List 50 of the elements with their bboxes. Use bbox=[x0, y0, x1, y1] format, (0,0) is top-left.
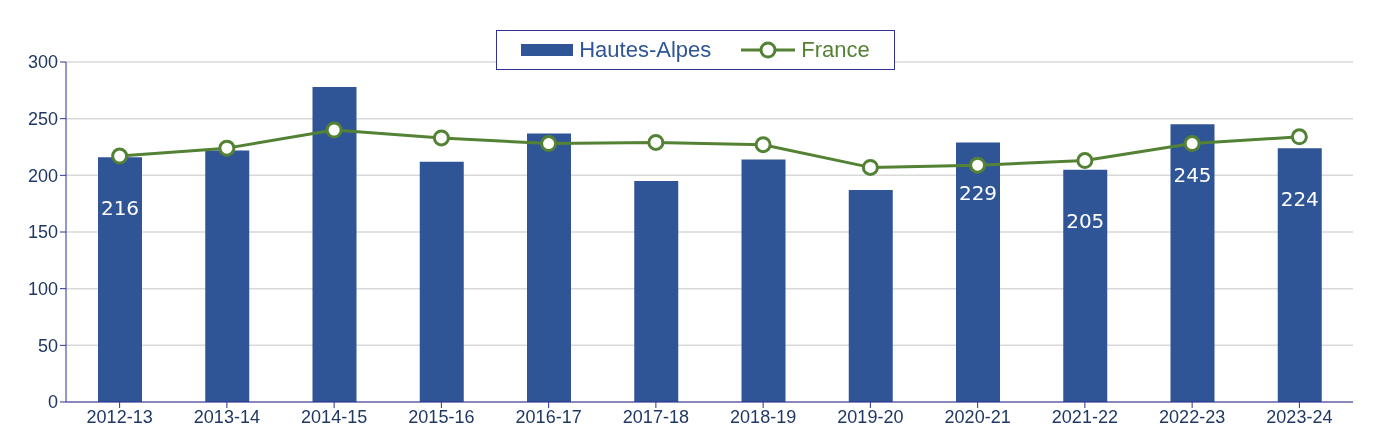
data-label: 245 bbox=[1173, 163, 1212, 188]
point bbox=[969, 156, 987, 174]
data-label: 216 bbox=[100, 196, 140, 221]
bar bbox=[634, 181, 679, 402]
data-label: 224 bbox=[1280, 187, 1319, 212]
x-tick-label: 2015-16 bbox=[408, 406, 475, 427]
bar bbox=[205, 150, 250, 402]
y-tick-label: 150 bbox=[27, 222, 58, 243]
x-tick-label: 2017-18 bbox=[622, 406, 689, 427]
bar bbox=[312, 86, 357, 402]
y-tick-label: 50 bbox=[37, 335, 58, 356]
x-tick-label: 2016-17 bbox=[515, 406, 582, 427]
x-tick-label: 2019-20 bbox=[837, 406, 904, 427]
legend-label: France bbox=[801, 37, 870, 63]
x-tick-label: 2013-14 bbox=[193, 406, 260, 427]
bar bbox=[1063, 169, 1108, 402]
point bbox=[111, 147, 129, 165]
point bbox=[1076, 152, 1094, 170]
point bbox=[1183, 135, 1201, 153]
bar bbox=[741, 159, 786, 402]
x-tick-label: 2023-24 bbox=[1266, 406, 1333, 427]
x-tick-label: 2012-13 bbox=[86, 406, 153, 427]
bar bbox=[527, 133, 571, 402]
x-tick-label: 2020-21 bbox=[944, 406, 1011, 427]
point bbox=[432, 129, 450, 147]
point bbox=[754, 136, 772, 154]
y-tick-label: 300 bbox=[27, 52, 58, 73]
x-tick-label: 2021-22 bbox=[1051, 406, 1118, 427]
data-label: 205 bbox=[1066, 208, 1105, 233]
x-tick-label: 2018-19 bbox=[730, 406, 797, 427]
data-label: 229 bbox=[958, 181, 998, 206]
point bbox=[861, 158, 879, 176]
legend-label: Hautes-Alpes bbox=[579, 37, 712, 63]
bar bbox=[1277, 148, 1322, 402]
point bbox=[1290, 128, 1308, 146]
point bbox=[218, 139, 236, 157]
y-tick-label: 100 bbox=[27, 279, 58, 300]
bar bbox=[419, 161, 464, 402]
y-tick-label: 250 bbox=[27, 109, 58, 130]
x-tick-label: 2022-23 bbox=[1159, 406, 1226, 427]
point bbox=[540, 135, 558, 153]
y-tick-label: 0 bbox=[47, 392, 58, 413]
bar bbox=[956, 142, 1000, 402]
bar bbox=[1170, 124, 1215, 402]
y-tick-label: 200 bbox=[27, 165, 58, 186]
bar bbox=[848, 190, 893, 402]
x-tick-label: 2014-15 bbox=[301, 406, 368, 427]
bar bbox=[98, 157, 142, 402]
point bbox=[647, 133, 665, 151]
point bbox=[325, 121, 343, 139]
